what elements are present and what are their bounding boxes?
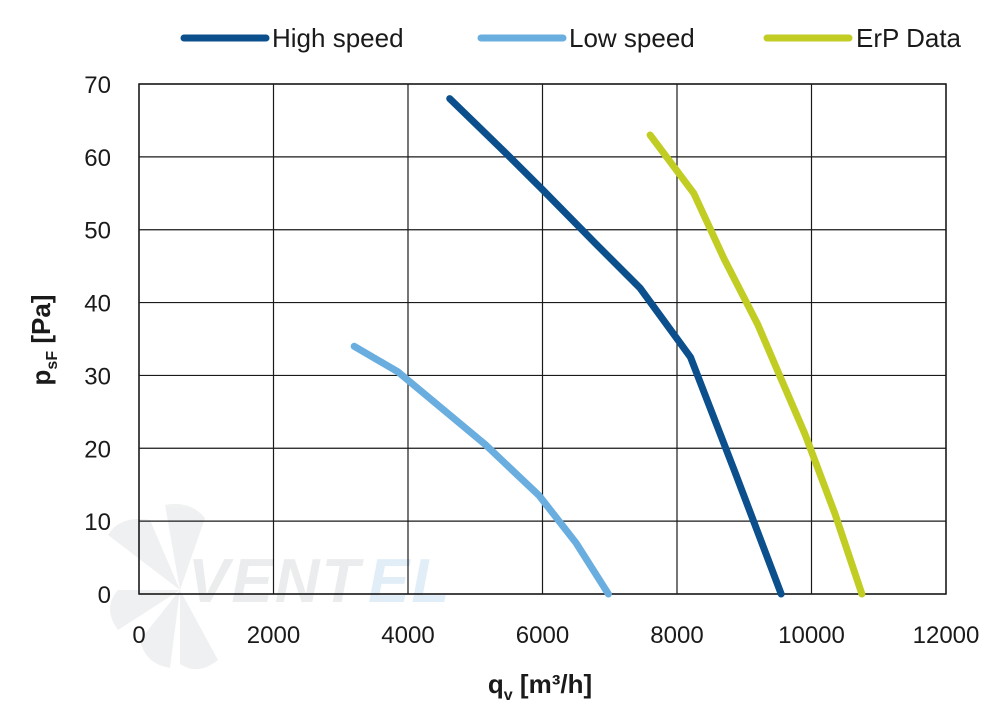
x-tick-label: 10000 xyxy=(778,622,845,649)
x-tick-label: 0 xyxy=(132,622,145,649)
legend: High speed Low speed ErP Data xyxy=(180,23,962,53)
series-line-erp-data xyxy=(646,131,866,598)
series-line-low-speed xyxy=(350,342,612,598)
y-tick-label: 70 xyxy=(84,72,111,99)
x-tick-label: 4000 xyxy=(381,622,434,649)
y-axis-label: psF [Pa] xyxy=(26,295,61,386)
y-tick-labels: 0 10 20 30 40 50 60 70 xyxy=(84,72,111,609)
x-tick-label: 6000 xyxy=(516,622,569,649)
y-axis-label-main: p xyxy=(26,370,56,386)
x-axis-label-sub: v xyxy=(504,687,513,704)
legend-label-low-speed: Low speed xyxy=(569,23,695,53)
y-axis-label-unit: [Pa] xyxy=(26,295,56,351)
legend-label-erp-data: ErP Data xyxy=(856,23,962,53)
vertical-gridlines xyxy=(138,84,947,594)
legend-label-high-speed: High speed xyxy=(272,23,404,53)
watermark-text-el: EL xyxy=(368,547,451,616)
x-axis-label-unit: [m³/h] xyxy=(513,669,592,699)
x-tick-label: 12000 xyxy=(913,622,980,649)
y-tick-label: 0 xyxy=(98,582,111,609)
x-tick-labels: 0 2000 4000 6000 8000 10000 12000 xyxy=(132,622,979,649)
y-tick-label: 50 xyxy=(84,218,111,245)
y-axis-label-sub: sF xyxy=(44,351,61,370)
watermark-text-vent: VENT xyxy=(188,547,364,616)
plot-frame xyxy=(138,83,947,595)
x-axis-label: qv [m³/h] xyxy=(488,669,592,704)
x-axis-label-main: q xyxy=(488,669,504,699)
y-tick-label: 60 xyxy=(84,145,111,172)
series-lines xyxy=(350,95,866,598)
y-tick-label: 40 xyxy=(84,291,111,318)
y-tick-label: 20 xyxy=(84,436,111,463)
ventel-watermark-logo: VENT EL xyxy=(108,503,451,670)
y-tick-label: 30 xyxy=(84,363,111,390)
series-line-high-speed xyxy=(446,95,785,598)
fan-blades-icon xyxy=(108,503,218,670)
y-tick-label: 10 xyxy=(84,509,111,536)
x-tick-label: 8000 xyxy=(650,622,703,649)
x-tick-label: 2000 xyxy=(247,622,300,649)
